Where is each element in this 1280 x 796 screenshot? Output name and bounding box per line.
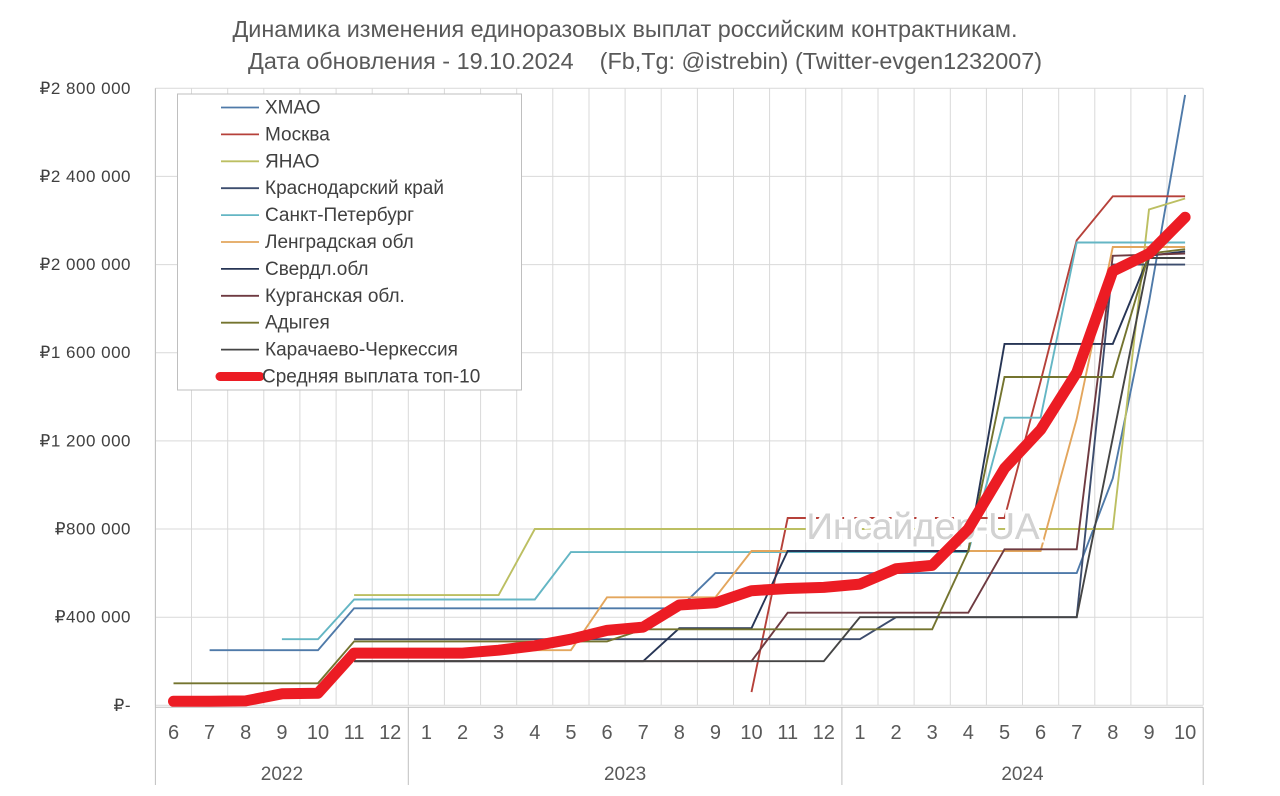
svg-text:Инсайдер-UA: Инсайдер-UA: [806, 506, 1040, 547]
svg-text:Дата обновления - 19.10.2024: Дата обновления - 19.10.2024 (Fb,Tg: @is…: [248, 48, 1042, 74]
svg-text:₽400 000: ₽400 000: [55, 608, 131, 627]
svg-text:Москва: Москва: [265, 124, 330, 145]
svg-text:6: 6: [1035, 722, 1046, 744]
svg-text:₽-: ₽-: [114, 696, 131, 715]
svg-text:₽2 800 000: ₽2 800 000: [40, 79, 131, 98]
svg-text:Инсайдер-UA: Инсайдер-UA: [806, 506, 1040, 547]
svg-text:₽1 200 000: ₽1 200 000: [40, 431, 131, 450]
svg-text:2024: 2024: [1001, 764, 1044, 785]
svg-text:1: 1: [854, 722, 865, 744]
svg-text:8: 8: [240, 722, 251, 744]
svg-text:6: 6: [601, 722, 612, 744]
svg-text:5: 5: [565, 722, 576, 744]
svg-text:4: 4: [529, 722, 540, 744]
svg-text:9: 9: [710, 722, 721, 744]
svg-text:3: 3: [927, 722, 938, 744]
svg-text:10: 10: [1174, 722, 1196, 744]
svg-text:10: 10: [740, 722, 762, 744]
svg-text:7: 7: [638, 722, 649, 744]
svg-text:11: 11: [777, 722, 798, 744]
svg-text:₽800 000: ₽800 000: [55, 520, 131, 539]
svg-text:7: 7: [204, 722, 215, 744]
svg-text:Санкт-Петербург: Санкт-Петербург: [265, 205, 414, 226]
svg-text:11: 11: [344, 722, 365, 744]
svg-text:7: 7: [1071, 722, 1082, 744]
svg-text:1: 1: [421, 722, 432, 744]
svg-text:₽1 600 000: ₽1 600 000: [40, 343, 131, 362]
svg-text:Курганская обл.: Курганская обл.: [265, 286, 405, 307]
svg-text:8: 8: [1107, 722, 1118, 744]
svg-text:9: 9: [276, 722, 287, 744]
svg-text:12: 12: [813, 722, 835, 744]
svg-text:9: 9: [1143, 722, 1154, 744]
svg-text:ЯНАО: ЯНАО: [265, 151, 319, 172]
svg-text:ХМАО: ХМАО: [265, 98, 321, 119]
svg-text:3: 3: [493, 722, 504, 744]
svg-text:4: 4: [963, 722, 974, 744]
svg-text:5: 5: [999, 722, 1010, 744]
svg-text:₽2 400 000: ₽2 400 000: [40, 167, 131, 186]
svg-text:8: 8: [674, 722, 685, 744]
svg-text:₽2 000 000: ₽2 000 000: [40, 255, 131, 274]
svg-text:6: 6: [168, 722, 179, 744]
svg-text:10: 10: [307, 722, 329, 744]
svg-text:Динамика изменения единоразовы: Динамика изменения единоразовых выплат р…: [232, 16, 1017, 42]
svg-text:Средняя выплата топ-10: Средняя выплата топ-10: [262, 367, 480, 388]
svg-text:2023: 2023: [604, 764, 646, 785]
svg-text:Свердл.обл: Свердл.обл: [265, 259, 368, 280]
svg-text:2: 2: [457, 722, 468, 744]
svg-text:2: 2: [891, 722, 902, 744]
svg-text:Ленградская обл: Ленградская обл: [265, 232, 414, 253]
svg-text:Адыгея: Адыгея: [265, 313, 330, 334]
svg-text:Карачаево-Черкессия: Карачаево-Черкессия: [265, 340, 458, 361]
svg-text:2022: 2022: [261, 764, 303, 785]
svg-text:Краснодарский край: Краснодарский край: [265, 178, 444, 199]
svg-text:12: 12: [379, 722, 401, 744]
